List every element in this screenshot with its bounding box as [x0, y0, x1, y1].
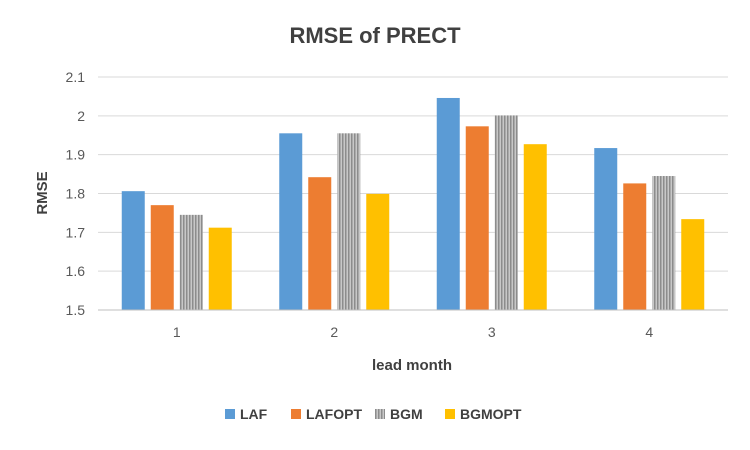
- gridlines: [98, 76, 728, 272]
- bar-laf-3: [436, 97, 460, 310]
- bar-laf-1: [121, 191, 145, 310]
- bar-bgmopt-3: [523, 144, 547, 310]
- x-tick-label: 1: [173, 324, 181, 340]
- bar-lafopt-1: [150, 205, 174, 310]
- bar-bgmopt-2: [366, 193, 390, 310]
- y-tick-label: 1.6: [66, 263, 86, 279]
- legend-label-bgm: BGM: [390, 406, 423, 422]
- bar-lafopt-4: [623, 183, 647, 310]
- legend-label-bgmopt: BGMOPT: [460, 406, 522, 422]
- y-tick-label: 1.5: [66, 302, 86, 318]
- y-axis-title: RMSE: [34, 171, 51, 214]
- bar-bgmopt-1: [208, 227, 232, 310]
- legend-swatch-lafopt: [291, 409, 301, 419]
- bar-laf-4: [594, 148, 618, 310]
- bar-laf-2: [279, 133, 303, 310]
- x-axis-title: lead month: [372, 357, 452, 374]
- y-tick-label: 2.1: [66, 69, 86, 85]
- bar-bgm-4: [652, 176, 676, 310]
- y-tick-label: 1.7: [66, 224, 86, 240]
- bar-bgm-1: [179, 214, 203, 310]
- bars: [121, 97, 705, 311]
- bar-bgm-2: [337, 133, 361, 310]
- axes: 1.5 1.6 1.7 1.8 1.9 2 2.1 1 2 3 4: [66, 69, 728, 340]
- y-tick-label: 2: [77, 108, 85, 124]
- legend: LAF LAFOPT BGM BGMOPT: [225, 406, 522, 422]
- bar-bgm-3: [494, 115, 518, 310]
- bar-lafopt-3: [465, 126, 489, 311]
- legend-swatch-bgm: [375, 409, 385, 419]
- bar-lafopt-2: [308, 177, 332, 310]
- chart-title: RMSE of PRECT: [289, 23, 461, 48]
- legend-label-laf: LAF: [240, 406, 268, 422]
- legend-swatch-laf: [225, 409, 235, 419]
- y-tick-label: 1.8: [66, 186, 86, 202]
- legend-swatch-bgmopt: [445, 409, 455, 419]
- legend-label-lafopt: LAFOPT: [306, 406, 362, 422]
- bar-bgmopt-4: [681, 219, 705, 310]
- x-tick-label: 2: [330, 324, 338, 340]
- x-tick-label: 3: [488, 324, 496, 340]
- x-tick-label: 4: [645, 324, 653, 340]
- y-tick-label: 1.9: [66, 147, 86, 163]
